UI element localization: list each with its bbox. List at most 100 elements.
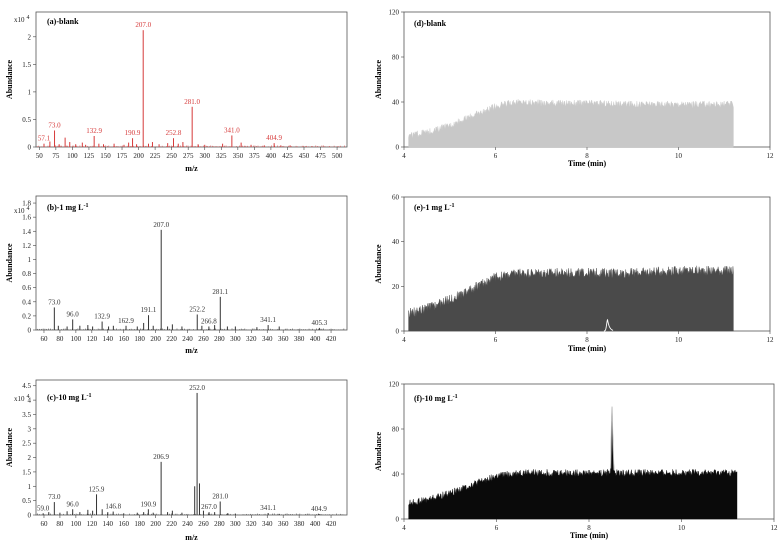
panel-b-peak-label: 405.3 [311, 319, 327, 327]
panel-c-ytick-label: 2 [28, 454, 32, 462]
panel-c-peak-label: 206.9 [153, 453, 169, 461]
panel-b-peak-label: 132.9 [94, 313, 110, 321]
panel-e-ytick-label: 20 [392, 283, 400, 291]
panel-a-peak-label: 252.8 [166, 129, 182, 137]
panel-c-xtick-label: 360 [278, 520, 289, 528]
panel-a-frame [35, 11, 348, 148]
panel-a-xtick-label: 475 [315, 152, 326, 160]
panel-c-xtick-label: 200 [150, 520, 161, 528]
panel-b-ytick-label: 0.2 [22, 312, 31, 320]
panel-a-multiplier-exponent: 4 [27, 15, 30, 21]
panel-a-xlabel: m/z [185, 164, 198, 173]
panel-c-ytick-label: 1.5 [22, 468, 31, 476]
panel-b-peak-label: 191.1 [141, 306, 157, 314]
panel-e-xlabel: Time (min) [568, 344, 607, 353]
panel-c-xtick-label: 340 [262, 520, 273, 528]
panel-c-peak-label: 125.9 [89, 485, 105, 493]
panel-c-xtick-label: 60 [40, 520, 48, 528]
panel-d-xtick-label: 4 [402, 152, 406, 160]
panel-c-title-superscript: -1 [87, 393, 92, 399]
panel-b-peak-label: 207.0 [153, 221, 169, 229]
panel-c-multiplier: x10 4 [14, 394, 30, 403]
panel-c-ytick-label: 1 [28, 483, 32, 491]
panel-b-ytick-label: 1.6 [22, 214, 31, 222]
panel-a-xtick-label: 50 [36, 152, 44, 160]
panel-c-ytick-label: 0 [28, 512, 32, 520]
panel-c-title: (c)-10 mg L-1 [47, 393, 92, 402]
panel-b-peak-label: 96.0 [67, 310, 80, 318]
panel-f-xtick-label: 8 [587, 524, 591, 532]
panel-c-xtick-label: 300 [230, 520, 241, 528]
panel-b-peak-label: 252.2 [189, 305, 205, 313]
panel-c-ytick-label: 3.5 [22, 411, 31, 419]
panel-c-multiplier-exponent: 4 [27, 394, 30, 400]
panel-c-xtick-label: 140 [103, 520, 114, 528]
panel-a-title: (a)-blank [47, 17, 79, 26]
panel-b-xtick-label: 100 [71, 335, 82, 343]
panel-c-xtick-label: 160 [118, 520, 129, 528]
panel-c-xlabel: m/z [185, 533, 198, 542]
panel-e-title-superscript: -1 [450, 203, 455, 209]
panel-c-peak-label: 341.1 [260, 504, 276, 512]
panel-b-ytick-label: 0.4 [22, 298, 31, 306]
panel-b-xtick-label: 140 [103, 335, 114, 343]
panel-b-xtick-label: 180 [134, 335, 145, 343]
panel-c-peak-label: 404.9 [311, 505, 327, 513]
panel-c-xtick-label: 80 [56, 520, 64, 528]
panel-b-xtick-label: 260 [198, 335, 209, 343]
panel-e-xtick-label: 6 [494, 336, 498, 344]
panel-e-peak [603, 318, 614, 332]
panel-c-peak-label: 96.0 [67, 500, 80, 508]
panel-d-trace [408, 99, 734, 148]
panel-b-ytick-label: 0.6 [22, 284, 31, 292]
panel-a-peak-label: 404.9 [266, 134, 282, 142]
panel-a-xtick-label: 150 [100, 152, 111, 160]
panel-a-ytick-label: 0 [28, 144, 32, 152]
panel-a-ytick-label: 2 [28, 33, 32, 41]
panel-c-xtick-label: 260 [198, 520, 209, 528]
panel-a-xtick-label: 350 [233, 152, 244, 160]
panel-a-peak-label: 341.0 [224, 126, 240, 134]
panel-f-title: (f)-10 mg L-1 [414, 394, 458, 403]
panel-d-xtick-label: 8 [585, 152, 589, 160]
panel-c-xtick-label: 320 [246, 520, 257, 528]
panel-c-ytick-label: 0.5 [22, 497, 31, 505]
panel-b-xtick-label: 200 [150, 335, 161, 343]
panel-d-ytick-label: 40 [392, 99, 400, 107]
panel-f-trace [408, 410, 738, 520]
panel-f-title-superscript: -1 [453, 394, 458, 400]
panel-c-xtick-label: 380 [294, 520, 305, 528]
panel-e-trace [408, 265, 734, 332]
panel-f-xtick-label: 4 [402, 524, 406, 532]
panel-b-ytick-label: 1.8 [22, 200, 31, 208]
panel-a-xtick-label: 425 [282, 152, 293, 160]
panel-b-peak-label: 341.1 [260, 316, 276, 324]
panel-e-ytick-label: 0 [396, 328, 400, 336]
panel-c-xtick-label: 120 [87, 520, 98, 528]
panel-e-ytick-label: 40 [392, 238, 400, 246]
panel-b-title-superscript: -1 [83, 203, 88, 209]
panel-b-ytick-label: 1.4 [22, 228, 31, 236]
panel-a-xtick-label: 225 [150, 152, 161, 160]
panel-b-peak-label: 73.0 [48, 298, 61, 306]
panel-a-peak-label: 132.9 [86, 127, 102, 135]
panel-a-xtick-label: 75 [52, 152, 60, 160]
panel-b-ytick-label: 0 [28, 327, 32, 335]
panel-a-xtick-label: 175 [117, 152, 128, 160]
panel-c-xtick-label: 240 [182, 520, 193, 528]
panel-a-multiplier: x10 4 [14, 15, 30, 24]
panel-b-xtick-label: 420 [326, 335, 337, 343]
panel-b-ylabel: Abundance [5, 243, 14, 283]
panel-e-xtick-label: 12 [767, 336, 775, 344]
panel-c-xtick-label: 400 [310, 520, 321, 528]
panel-b-xtick-label: 380 [294, 335, 305, 343]
panel-e-xtick-label: 10 [675, 336, 683, 344]
panel-c-ylabel: Abundance [5, 427, 14, 467]
panel-b-xtick-label: 340 [262, 335, 273, 343]
panel-c-peak-label: 267.0 [201, 503, 217, 511]
panel-a-ylabel: Abundance [5, 59, 14, 99]
panel-f-xtick-label: 10 [678, 524, 686, 532]
panel-d-xtick-label: 12 [767, 152, 775, 160]
panel-c-xtick-label: 420 [326, 520, 337, 528]
